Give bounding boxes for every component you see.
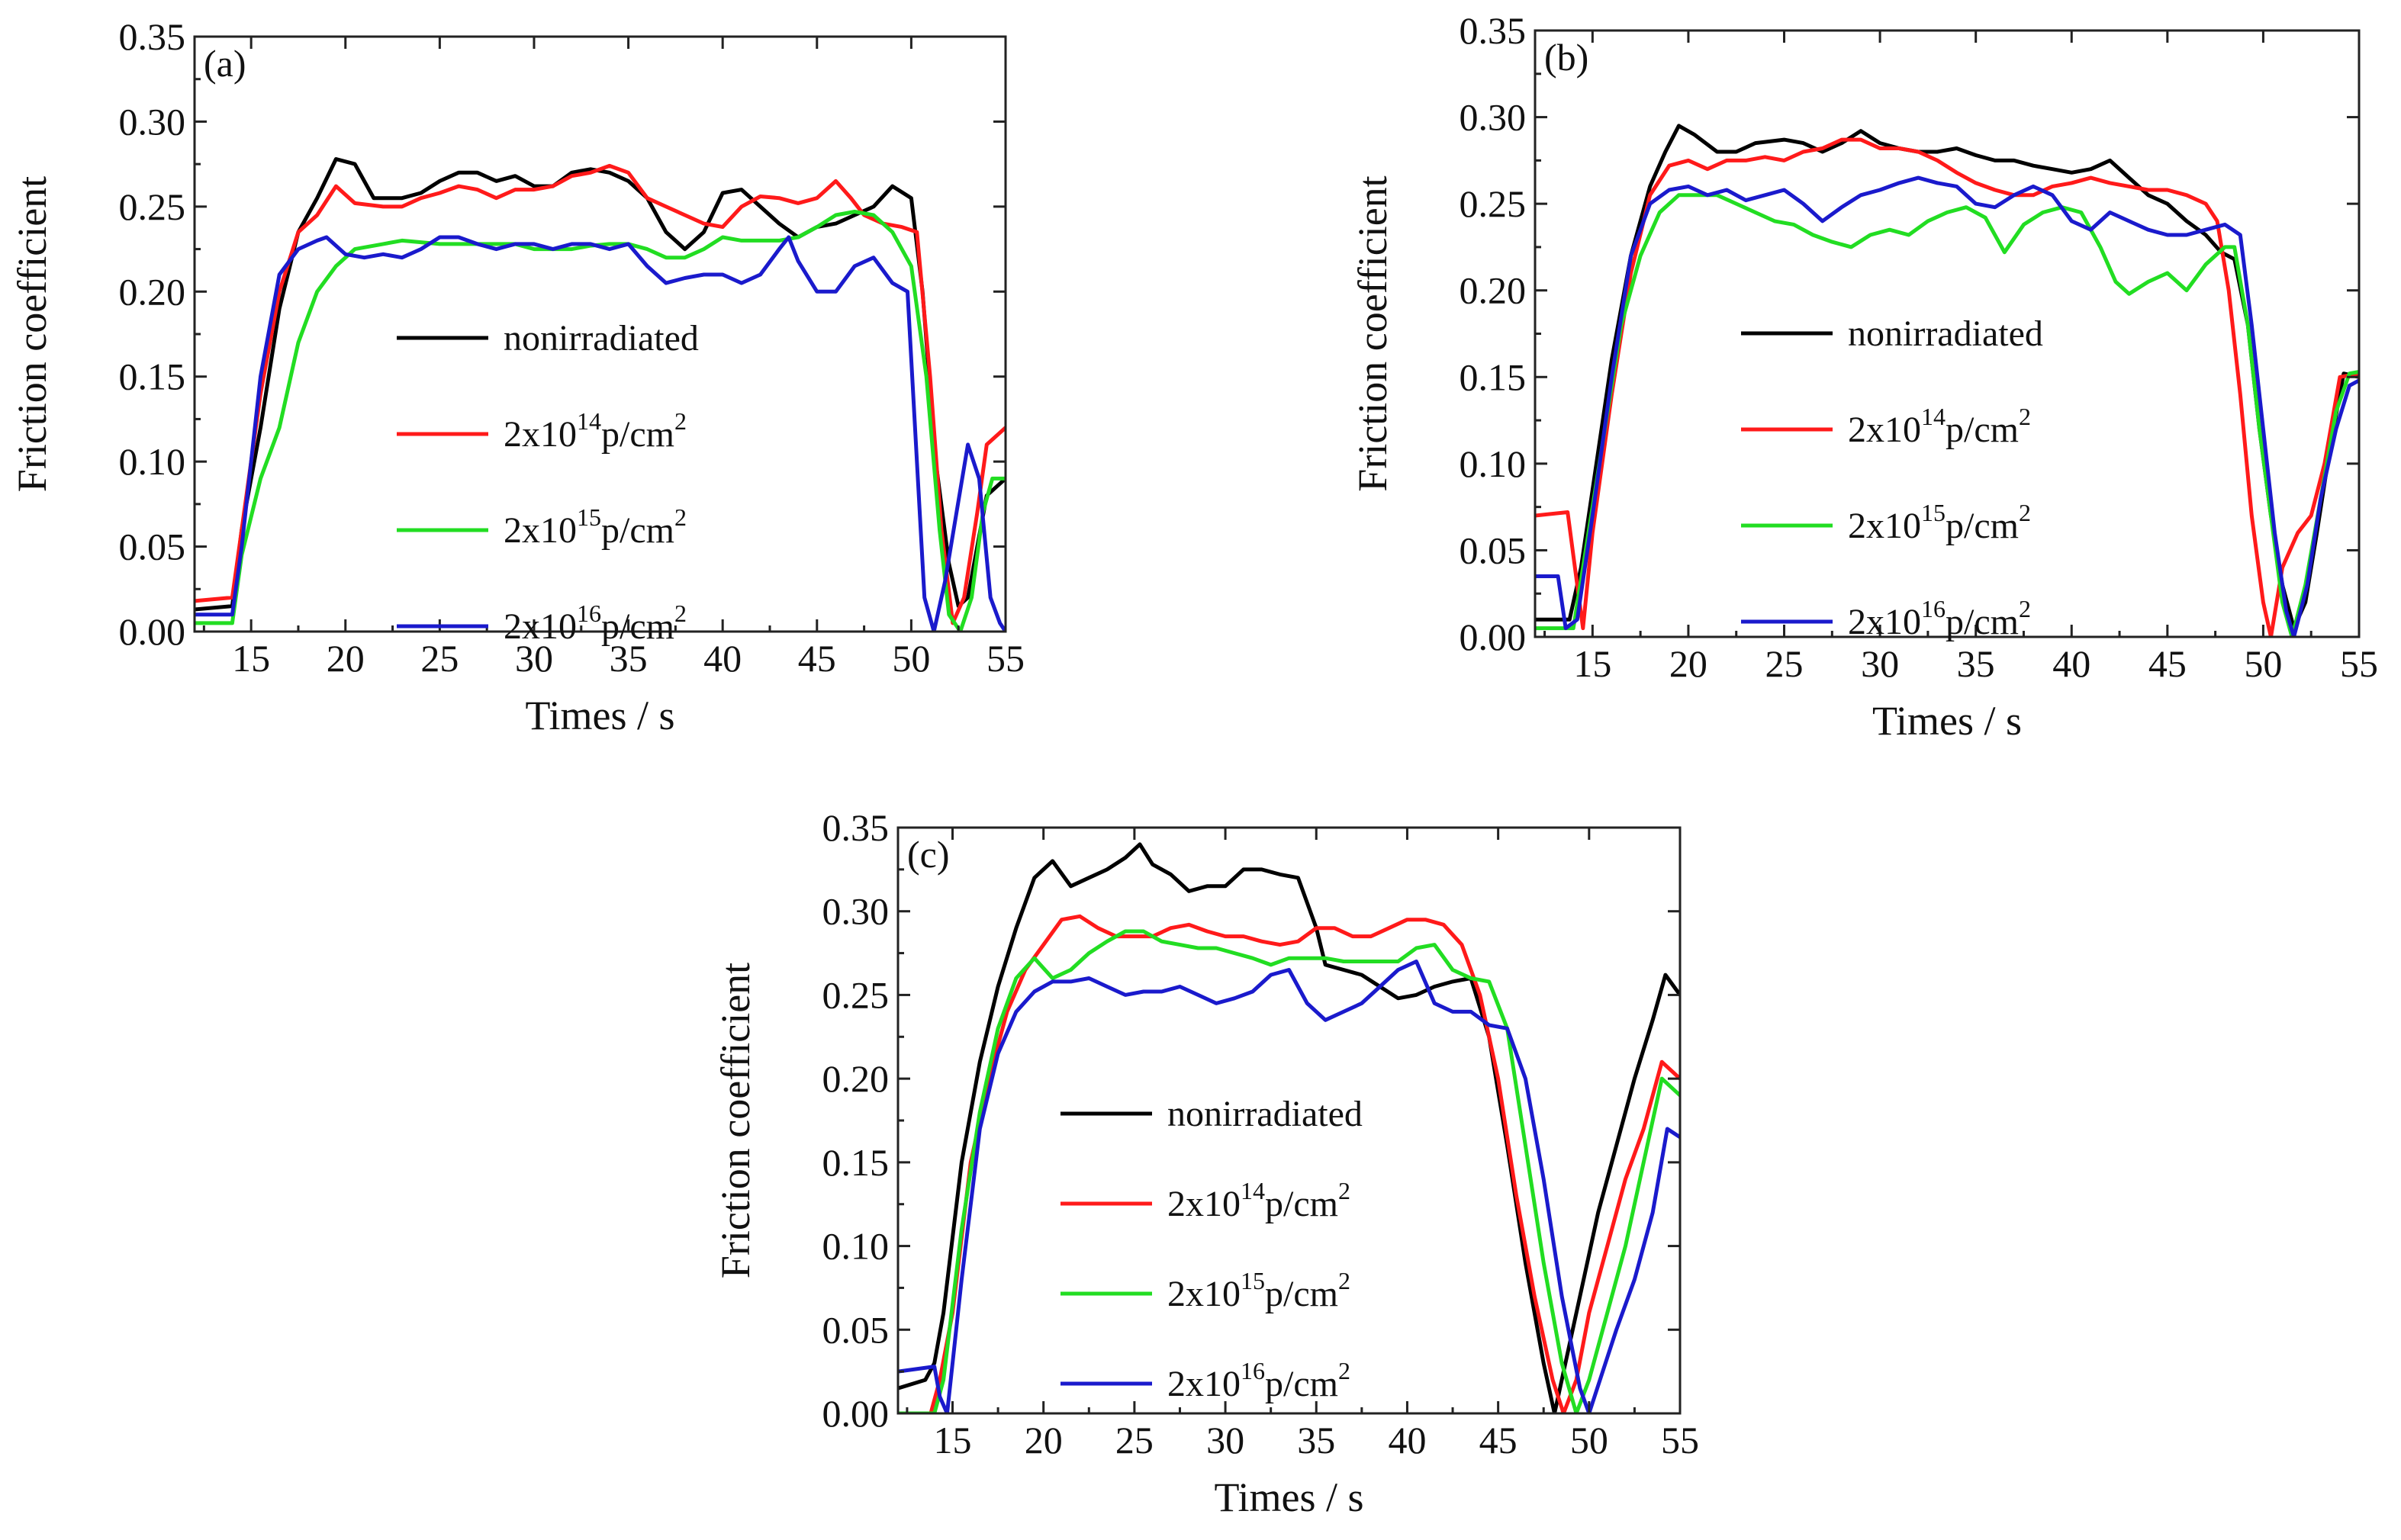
legend-label: 2x1016p/cm2 (1167, 1357, 1350, 1404)
y-tick-label: 0.05 (822, 1308, 890, 1351)
x-axis-title: Times / s (1872, 698, 2022, 744)
x-tick-label: 50 (892, 637, 930, 680)
x-tick-label: 40 (2052, 642, 2090, 685)
panel-label: (a) (204, 42, 246, 85)
x-tick-label: 40 (703, 637, 742, 680)
x-axis-title: Times / s (525, 693, 674, 738)
y-tick-label: 0.15 (822, 1141, 890, 1184)
series-line-nonirradiated (1535, 124, 2359, 631)
y-tick-label: 0.25 (119, 185, 186, 228)
y-tick-label: 0.10 (822, 1225, 890, 1268)
legend-label: 2x1014p/cm2 (1167, 1177, 1350, 1224)
legend-label: 2x1016p/cm2 (504, 600, 687, 647)
y-tick-label: 0.20 (822, 1057, 890, 1100)
x-tick-label: 55 (2340, 642, 2378, 685)
panel-a: 15 20 25 30 35 40 45 50 55 0.00 0.05 0.10 0.15 0.20 0.… (9, 15, 1025, 738)
x-tick-label: 15 (232, 637, 270, 680)
legend-label: 2x1014p/cm2 (504, 407, 687, 455)
y-tick-label: 0.30 (822, 890, 890, 933)
legend-label: 2x1014p/cm2 (1848, 403, 2031, 450)
y-tick-label: 0.00 (119, 610, 186, 653)
x-tick-label: 45 (2148, 642, 2187, 685)
panel-c: 15 20 25 30 35 40 45 50 55 0.00 0.05 0.10 0.15 0.20 0.… (713, 806, 1699, 1520)
x-tick-label: 15 (1573, 642, 1611, 685)
y-tick-label: 0.30 (1460, 96, 1527, 139)
x-tick-label: 20 (327, 637, 365, 680)
panel-label: (c) (907, 833, 950, 876)
y-tick-label: 0.10 (1460, 442, 1527, 485)
x-tick-label: 50 (2244, 642, 2282, 685)
y-tick-label: 0.05 (1460, 529, 1527, 571)
y-tick-label: 0.05 (119, 526, 186, 568)
legend-label: nonirradiated (1848, 313, 2043, 354)
legend-label: 2x1015p/cm2 (1848, 499, 2031, 546)
x-tick-label: 35 (1957, 642, 1995, 685)
legend-label: nonirradiated (1167, 1094, 1363, 1134)
series-line-2e15 (195, 210, 1006, 632)
panel-b: 15 20 25 30 35 40 45 50 55 0.00 0.05 0.10 0.15 0.20 0.… (1350, 9, 2378, 744)
x-tick-label: 30 (1861, 642, 1899, 685)
y-tick-label: 0.35 (1460, 9, 1527, 52)
x-tick-label: 55 (986, 637, 1025, 680)
series-line-2e15 (898, 929, 1680, 1413)
y-axis-title: Friction coefficient (1350, 175, 1395, 491)
y-tick-label: 0.20 (1460, 269, 1527, 312)
legend-label: 2x1016p/cm2 (1848, 595, 2031, 642)
legend-label: 2x1015p/cm2 (504, 503, 687, 551)
y-axis-title: Friction coefficient (9, 176, 55, 492)
y-tick-label: 0.00 (1460, 616, 1527, 658)
x-tick-label: 25 (1115, 1419, 1154, 1461)
y-tick-label: 0.25 (822, 973, 890, 1016)
x-tick-label: 50 (1570, 1419, 1608, 1461)
panel-label: (b) (1544, 36, 1588, 79)
x-tick-label: 15 (934, 1419, 972, 1461)
legend-label: 2x1015p/cm2 (1167, 1267, 1350, 1314)
y-tick-label: 0.15 (119, 355, 186, 398)
y-tick-label: 0.10 (119, 440, 186, 483)
x-tick-label: 35 (1297, 1419, 1335, 1461)
y-tick-label: 0.35 (822, 806, 890, 849)
series-line-2e16 (898, 960, 1680, 1413)
series-line-2e14 (1535, 137, 2359, 637)
x-tick-label: 40 (1388, 1419, 1426, 1461)
x-tick-label: 45 (798, 637, 836, 680)
x-axis-title: Times / s (1214, 1474, 1363, 1520)
series-line-2e16 (195, 235, 1006, 632)
series-line-2e16 (1535, 175, 2359, 637)
legend-label: nonirradiated (504, 318, 699, 358)
x-tick-label: 25 (1765, 642, 1804, 685)
x-tick-label: 55 (1661, 1419, 1699, 1461)
y-tick-label: 0.00 (822, 1392, 890, 1435)
y-tick-label: 0.30 (119, 100, 186, 143)
x-tick-label: 35 (610, 637, 648, 680)
series-line-2e15 (1535, 193, 2359, 637)
x-tick-label: 30 (1206, 1419, 1244, 1461)
y-tick-label: 0.15 (1460, 355, 1527, 398)
series-line-2e14 (195, 163, 1006, 625)
x-tick-label: 45 (1479, 1419, 1518, 1461)
x-tick-label: 20 (1025, 1419, 1063, 1461)
x-tick-label: 20 (1669, 642, 1707, 685)
y-tick-label: 0.25 (1460, 182, 1527, 225)
y-axis-title: Friction coefficient (713, 963, 758, 1278)
x-tick-label: 25 (420, 637, 459, 680)
y-tick-label: 0.20 (119, 270, 186, 313)
x-tick-label: 30 (515, 637, 553, 680)
y-tick-label: 0.35 (119, 15, 186, 58)
series-line-2e14 (898, 914, 1680, 1413)
